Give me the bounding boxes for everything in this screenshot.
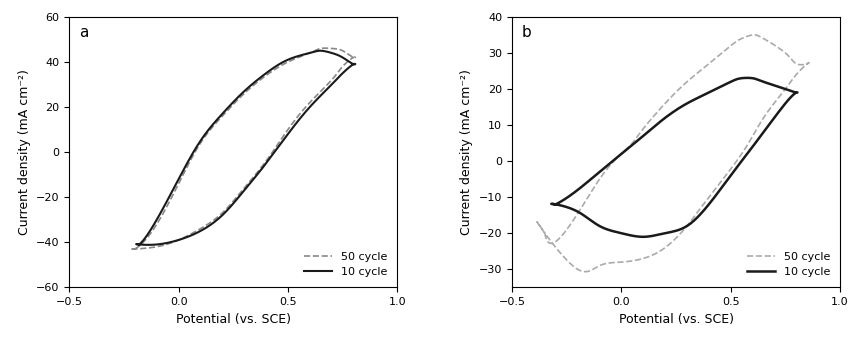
Legend: 50 cycle, 10 cycle: 50 cycle, 10 cycle bbox=[742, 247, 835, 282]
50 cycle bbox=[255, 166, 266, 170]
50 cycle bbox=[774, 95, 785, 99]
50 cycle bbox=[540, 231, 550, 235]
50 cycle bbox=[749, 33, 759, 37]
50 cycle bbox=[703, 195, 714, 199]
Y-axis label: Current density (mA cm⁻²): Current density (mA cm⁻²) bbox=[17, 69, 30, 235]
10 cycle bbox=[255, 168, 266, 172]
10 cycle bbox=[742, 76, 753, 80]
50 cycle bbox=[310, 95, 320, 99]
Legend: 50 cycle, 10 cycle: 50 cycle, 10 cycle bbox=[300, 247, 391, 282]
10 cycle bbox=[746, 146, 757, 150]
X-axis label: Potential (vs. SCE): Potential (vs. SCE) bbox=[618, 313, 734, 325]
10 cycle bbox=[143, 243, 153, 247]
10 cycle bbox=[259, 164, 269, 168]
10 cycle bbox=[692, 216, 702, 220]
50 cycle bbox=[326, 46, 336, 50]
10 cycle bbox=[315, 49, 326, 53]
50 cycle bbox=[196, 141, 206, 145]
50 cycle bbox=[700, 200, 710, 204]
10 cycle bbox=[134, 242, 145, 246]
X-axis label: Potential (vs. SCE): Potential (vs. SCE) bbox=[176, 313, 291, 325]
10 cycle bbox=[622, 147, 632, 151]
10 cycle bbox=[551, 202, 561, 207]
50 cycle bbox=[130, 247, 140, 251]
50 cycle bbox=[753, 33, 763, 38]
Line: 50 cycle: 50 cycle bbox=[131, 48, 355, 249]
50 cycle bbox=[581, 270, 591, 274]
10 cycle bbox=[551, 202, 561, 207]
Line: 50 cycle: 50 cycle bbox=[537, 35, 809, 272]
50 cycle bbox=[731, 40, 741, 44]
Y-axis label: Current density (mA cm⁻²): Current density (mA cm⁻²) bbox=[460, 69, 473, 235]
50 cycle bbox=[540, 231, 550, 235]
50 cycle bbox=[126, 247, 136, 251]
Line: 10 cycle: 10 cycle bbox=[552, 78, 798, 237]
10 cycle bbox=[734, 76, 745, 80]
10 cycle bbox=[196, 139, 206, 143]
10 cycle bbox=[134, 242, 145, 246]
50 cycle bbox=[307, 50, 317, 54]
10 cycle bbox=[638, 235, 649, 239]
10 cycle bbox=[326, 51, 336, 55]
50 cycle bbox=[320, 46, 330, 50]
10 cycle bbox=[307, 50, 317, 54]
Text: b: b bbox=[522, 25, 532, 40]
10 cycle bbox=[754, 78, 765, 82]
50 cycle bbox=[259, 162, 269, 166]
10 cycle bbox=[310, 100, 320, 104]
10 cycle bbox=[688, 219, 699, 223]
50 cycle bbox=[623, 146, 633, 150]
Text: a: a bbox=[79, 25, 88, 40]
Line: 10 cycle: 10 cycle bbox=[136, 51, 355, 245]
50 cycle bbox=[130, 247, 140, 251]
